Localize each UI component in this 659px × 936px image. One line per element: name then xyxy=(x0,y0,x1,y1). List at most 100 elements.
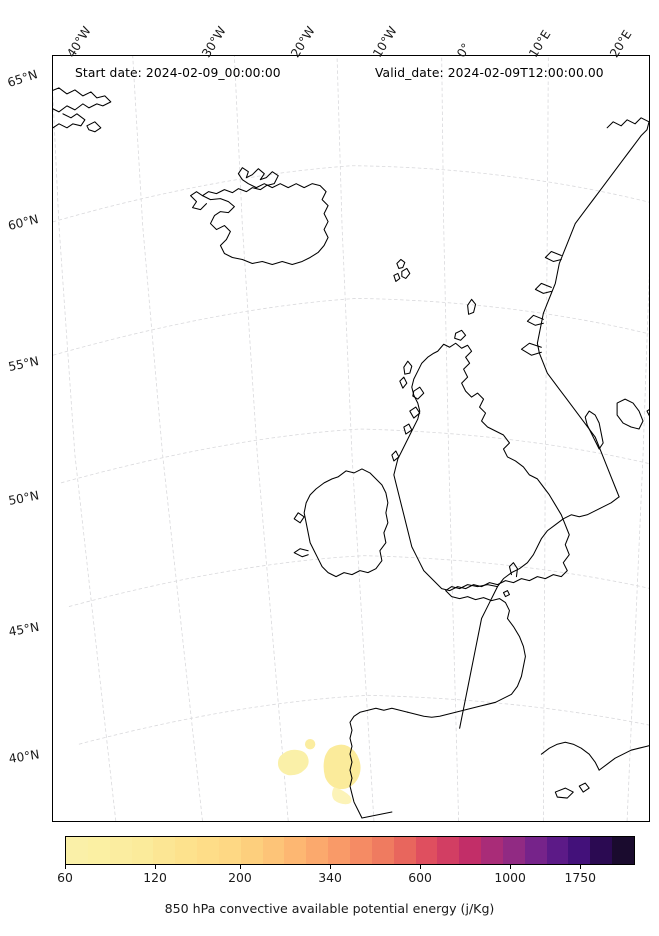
colorbar-tick-label-600: 600 xyxy=(408,870,432,885)
coastline-norway-fjord-4 xyxy=(520,342,542,356)
coastline-se-france xyxy=(598,745,649,771)
colorbar-band-16 xyxy=(415,837,438,864)
colorbar-band-8 xyxy=(240,837,263,864)
lat-tick-label-40n: 40°N xyxy=(7,747,41,766)
coastline-baltic-island xyxy=(646,409,649,417)
colorbar-tick-label-200: 200 xyxy=(228,870,252,885)
coastline-biscay xyxy=(407,618,526,718)
coastline-faroe-islands xyxy=(396,258,406,269)
coastline-mull xyxy=(409,406,421,419)
cape-patch-atlantic-west-iberia xyxy=(277,749,309,776)
coastline-norway-sweden xyxy=(536,117,649,498)
coastline-iberia-south xyxy=(361,811,393,819)
colorbar-band-23 xyxy=(568,837,591,864)
start-date-annotation: Start date: 2024-02-09_00:00:00 xyxy=(75,66,281,80)
colorbar-band-12 xyxy=(328,837,350,864)
colorbar-band-0 xyxy=(66,837,88,864)
coastline-norway-fjord-3 xyxy=(526,314,544,326)
lat-tick-label-65n: 65°N xyxy=(5,67,40,90)
colorbar-band-10 xyxy=(284,837,307,864)
colorbar-band-7 xyxy=(218,837,241,864)
colorbar-band-17 xyxy=(437,837,460,864)
coastline-iberia-north xyxy=(349,707,409,819)
coastline-ireland-sw-peninsula xyxy=(293,548,309,558)
graticule-meridians xyxy=(53,56,649,821)
colorbar-band-1 xyxy=(87,837,110,864)
colorbar-band-9 xyxy=(262,837,285,864)
colorbar-band-6 xyxy=(197,837,219,864)
coastline-faroe-islands-3 xyxy=(393,272,401,282)
coastline-ireland xyxy=(303,468,389,578)
colorbar-band-3 xyxy=(131,837,154,864)
colorbar[interactable] xyxy=(65,836,635,865)
coastline-skye xyxy=(412,386,425,400)
coastline-greenland-inlet xyxy=(86,121,102,133)
map-axes[interactable] xyxy=(52,55,650,822)
colorbar-band-25 xyxy=(612,837,634,864)
colorbar-tick-mark-120 xyxy=(155,865,157,869)
colorbar-band-22 xyxy=(546,837,569,864)
colorbar-band-4 xyxy=(153,837,176,864)
colorbar-tick-mark-1000 xyxy=(510,865,512,869)
colorbar-tick-label-120: 120 xyxy=(143,870,167,885)
coastline-continental-europe xyxy=(459,496,620,729)
colorbar-tick-mark-60 xyxy=(65,865,66,869)
colorbar-tick-mark-200 xyxy=(239,865,241,869)
cape-patch-iberia-south-tail xyxy=(332,787,352,805)
colorbar-title: 850 hPa convective available potential e… xyxy=(164,901,495,916)
colorbar-tick-mark-600 xyxy=(420,865,422,869)
lat-tick-label-45n: 45°N xyxy=(7,619,41,639)
colorbar-band-11 xyxy=(306,837,329,864)
colorbar-band-5 xyxy=(175,837,198,864)
coastline-channel-islands xyxy=(502,590,510,598)
coastline-norway-fjord-1 xyxy=(544,250,562,262)
coastline-great-britain xyxy=(393,342,570,592)
colorbar-tick-label-1000: 1000 xyxy=(494,870,526,885)
coastline-ireland-west-inlet xyxy=(293,512,305,524)
colorbar-band-24 xyxy=(590,837,613,864)
colorbar-band-18 xyxy=(459,837,482,864)
colorbar-band-19 xyxy=(481,837,503,864)
lat-tick-label-50n: 50°N xyxy=(7,488,41,508)
coastline-greenland-south xyxy=(53,113,86,129)
colorbar-tick-label-340: 340 xyxy=(318,870,342,885)
coastline-balearic-1 xyxy=(554,787,574,799)
colorbar-band-15 xyxy=(393,837,416,864)
colorbar-band-20 xyxy=(502,837,525,864)
colorbar-band-13 xyxy=(349,837,372,864)
coastline-iceland-nw-peninsula xyxy=(190,191,208,211)
colorbar-tick-label-1750: 1750 xyxy=(564,870,597,885)
coastline-shetland xyxy=(467,298,477,315)
coastline-orkney xyxy=(454,329,467,341)
coastline-greenland xyxy=(53,87,112,113)
colorbar-tick-mark-340 xyxy=(330,865,332,869)
lat-tick-label-55n: 55°N xyxy=(7,353,41,374)
colorbar-tick-label-60: 60 xyxy=(57,870,73,885)
cape-patch-small-speck xyxy=(304,739,316,750)
coastline-islay xyxy=(403,423,413,435)
coastline-sweden-south xyxy=(616,398,644,430)
coastline-outer-hebrides-2 xyxy=(399,376,408,389)
map-canvas xyxy=(53,56,649,821)
coastline-mediterranean-ne xyxy=(540,741,600,771)
colorbar-band-2 xyxy=(109,837,132,864)
coastline-isle-of-man xyxy=(391,450,400,462)
coastline-iceland xyxy=(201,167,329,265)
coastlines-layer xyxy=(53,87,649,819)
coastline-balearic-2 xyxy=(578,782,590,793)
coastline-cotentin xyxy=(508,562,518,578)
coastline-brittany xyxy=(445,584,510,620)
coastline-denmark xyxy=(584,410,604,450)
cape-data-layer xyxy=(277,739,361,805)
coastline-faroe-islands-2 xyxy=(401,267,411,279)
colorbar-band-14 xyxy=(371,837,394,864)
colorbar-band-21 xyxy=(524,837,547,864)
lat-tick-label-60n: 60°N xyxy=(6,211,40,233)
coastline-norway-fjord-2 xyxy=(534,282,552,294)
graticule-parallels xyxy=(53,165,649,745)
colorbar-tick-mark-1750 xyxy=(580,865,582,869)
valid-date-annotation: Valid_date: 2024-02-09T12:00:00.00 xyxy=(375,66,604,80)
cape-patch-iberia-coastal xyxy=(323,744,361,790)
coastline-outer-hebrides xyxy=(403,360,413,375)
